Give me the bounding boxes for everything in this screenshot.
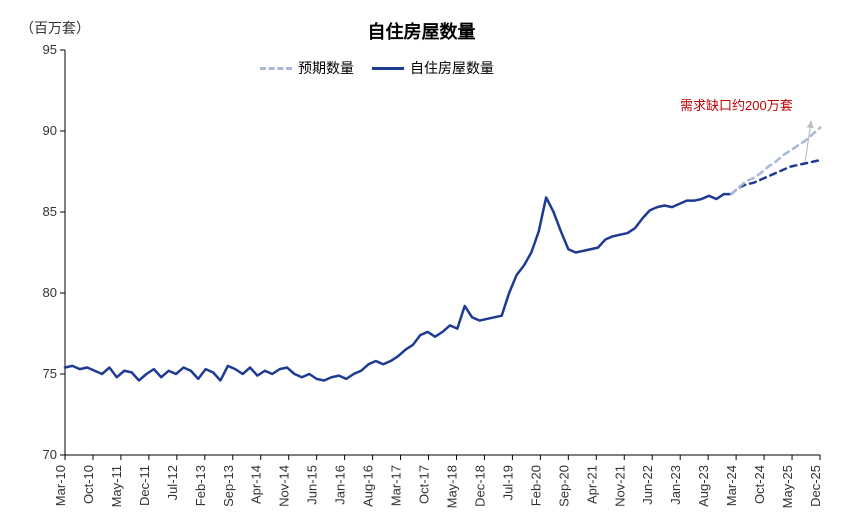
x-tick-label: Feb-13: [193, 465, 208, 506]
x-tick-label: May-18: [444, 465, 459, 508]
x-tick-label: Mar-17: [389, 465, 404, 506]
annotation-gap-text: 需求缺口约200万套: [680, 95, 793, 114]
x-tick-label: Dec-18: [472, 465, 487, 507]
series-actual: [65, 194, 731, 380]
x-tick-label: Jan-23: [668, 465, 683, 505]
x-tick-label: Feb-20: [528, 465, 543, 506]
x-tick-label: Oct-24: [752, 465, 767, 504]
x-tick-label: Apr-21: [584, 465, 599, 504]
y-tick-label: 85: [27, 204, 57, 219]
series-actual-forecast: [731, 160, 820, 194]
x-tick-label: Mar-24: [724, 465, 739, 506]
x-tick-label: Aug-23: [696, 465, 711, 507]
x-tick-label: May-25: [780, 465, 795, 508]
x-tick-label: Mar-10: [53, 465, 68, 506]
x-tick-label: Sep-20: [556, 465, 571, 507]
x-tick-label: Sep-13: [221, 465, 236, 507]
x-tick-label: Jul-12: [165, 465, 180, 500]
x-tick-label: Dec-25: [808, 465, 823, 507]
legend-swatch-expected: [260, 67, 292, 70]
x-tick-label: Jun-15: [305, 465, 320, 505]
line-chart: 自住房屋数量 （百万套） 预期数量 自住房屋数量 需求缺口约200万套 Mar-…: [0, 0, 843, 524]
y-tick-label: 70: [27, 447, 57, 462]
y-tick-label: 75: [27, 366, 57, 381]
x-tick-label: Nov-21: [612, 465, 627, 507]
legend-item-actual: 自住房屋数量: [372, 58, 494, 78]
x-tick-label: Jun-22: [640, 465, 655, 505]
x-tick-label: Dec-11: [137, 465, 152, 506]
y-tick-label: 95: [27, 42, 57, 57]
x-tick-label: Jul-19: [500, 465, 515, 500]
x-tick-label: May-11: [109, 465, 124, 507]
x-tick-label: Oct-10: [81, 465, 96, 504]
x-tick-label: Apr-14: [249, 465, 264, 504]
x-tick-label: Nov-14: [277, 465, 292, 507]
y-axis-unit-label: （百万套）: [20, 18, 90, 38]
legend-swatch-actual: [372, 67, 404, 70]
y-tick-label: 90: [27, 123, 57, 138]
legend-label-actual: 自住房屋数量: [410, 58, 494, 78]
x-tick-label: Aug-16: [361, 465, 376, 507]
legend-item-expected: 预期数量: [260, 58, 354, 78]
chart-legend: 预期数量 自住房屋数量: [260, 58, 494, 78]
legend-label-expected: 预期数量: [298, 58, 354, 78]
chart-svg: Mar-10 Oct-10 May-11 Dec-11 Jul-12 Feb-13 Sep-…: [0, 0, 843, 524]
y-tick-label: 80: [27, 285, 57, 300]
x-tick-label: Oct-17: [417, 465, 432, 504]
chart-title: 自住房屋数量: [0, 18, 843, 44]
x-tick-label: Jan-16: [333, 465, 348, 505]
